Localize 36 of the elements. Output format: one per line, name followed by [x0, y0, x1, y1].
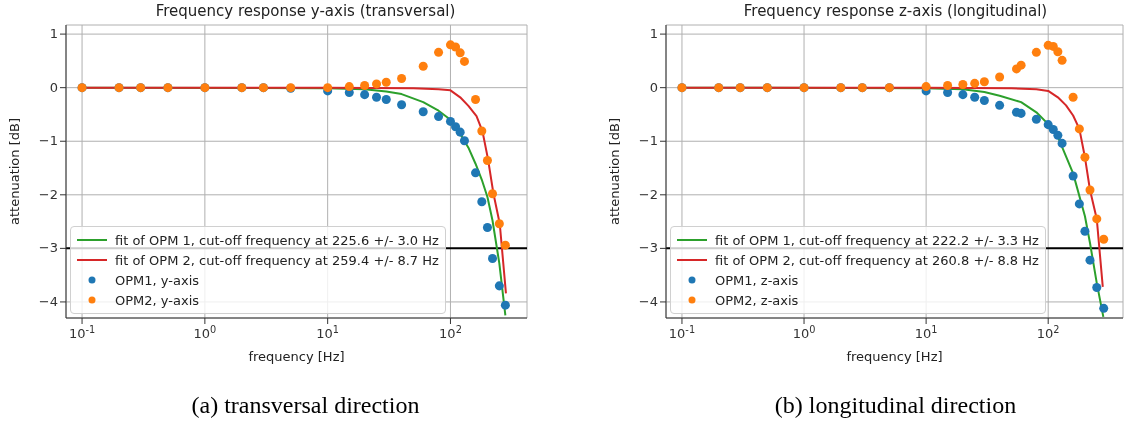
y-axis-title: attenuation [dB]: [6, 118, 22, 225]
x-tick-label: 10$^{-1}$: [668, 323, 696, 341]
x-tick-label: 10$^{0}$: [193, 323, 217, 341]
x-tick-label: 10$^{2}$: [439, 323, 462, 341]
legend-label: OPM1, z-axis: [715, 272, 799, 288]
y-tick-label: −4: [38, 293, 58, 309]
legend-label: OPM2, y-axis: [115, 292, 200, 308]
x-tick-label: 10$^{2}$: [1036, 323, 1060, 341]
y-tick-label: −4: [638, 293, 658, 309]
x-axis-title: frequency [Hz]: [846, 349, 943, 364]
y-tick-label: 0: [649, 79, 658, 95]
y-tick-label: −2: [638, 186, 658, 202]
legend-label: fit of OPM 1, cut-off frequency at 225.6 +/- 3.0 Hz: [115, 232, 439, 248]
legend-label: fit of OPM 2, cut-off frequency at 259.4 +/- 8.7 Hz: [115, 252, 439, 268]
x-tick-label: 10$^{1}$: [316, 323, 340, 341]
legend-label: fit of OPM 2, cut-off frequency at 260.8 +/- 8.8 Hz: [715, 252, 1039, 268]
y-tick-label: 1: [649, 26, 658, 42]
y-tick-label: −1: [638, 133, 658, 149]
y-tick-label: −3: [38, 240, 58, 256]
legend-label: OPM2, z-axis: [715, 292, 799, 308]
x-tick-label: 10$^{0}$: [792, 323, 816, 341]
legend-label: OPM1, y-axis: [115, 272, 200, 288]
legend-label: fit of OPM 1, cut-off frequency at 222.2 +/- 3.3 Hz: [715, 232, 1039, 248]
y-tick-label: −1: [38, 133, 58, 149]
x-tick-label: 10$^{-1}$: [68, 323, 96, 341]
y-tick-label: −3: [638, 240, 658, 256]
y-tick-label: −2: [38, 186, 58, 202]
x-axis-title: frequency [Hz]: [248, 349, 345, 364]
text: (b) longitudinal direction: [774, 392, 1017, 418]
x-tick-label: 10$^{1}$: [914, 323, 938, 341]
y-axis-title: attenuation [dB]: [606, 118, 622, 225]
chart-title: Frequency response z-axis (longitudinal): [743, 2, 1048, 20]
y-tick-label: 1: [49, 26, 58, 42]
text: (a) transversal direction: [191, 392, 420, 418]
y-tick-label: 0: [49, 79, 58, 95]
chart-title: Frequency response y-axis (transversal): [155, 2, 456, 20]
